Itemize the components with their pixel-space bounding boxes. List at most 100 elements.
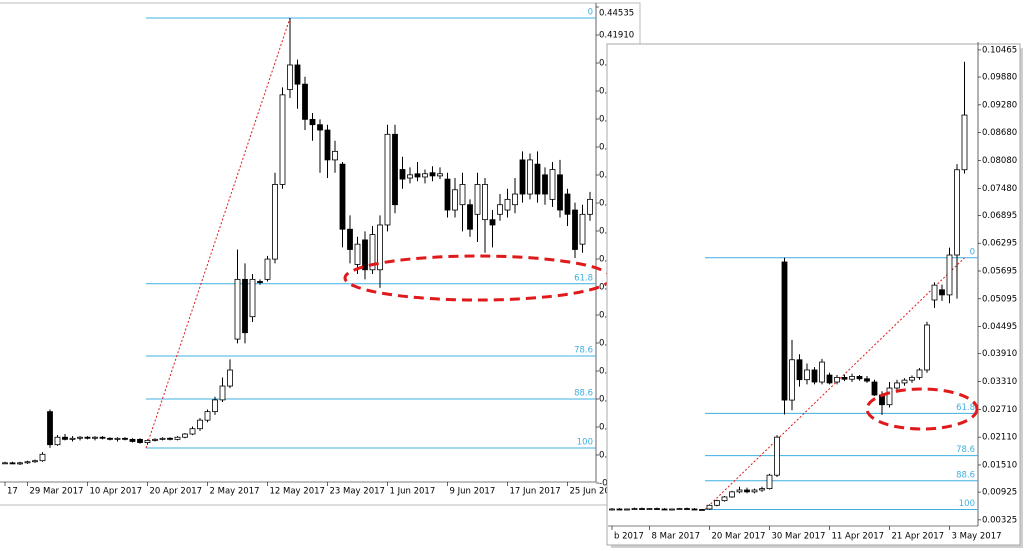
candle-body (54, 436, 61, 446)
candle-body (287, 64, 293, 90)
candle-body (834, 376, 840, 383)
candle-body (392, 133, 398, 206)
candle-body (579, 213, 586, 245)
candle-body (77, 436, 83, 439)
y-tick-label: 0.06895 (982, 211, 1017, 221)
candle-body (204, 411, 211, 421)
candle-body (69, 437, 76, 440)
x-tick-label: 25 Jun 201 (570, 487, 616, 497)
candle-body (631, 508, 638, 510)
candle-body (369, 234, 376, 271)
candle-body (804, 369, 810, 381)
candle-body (219, 385, 226, 401)
candle-body (871, 381, 878, 396)
fib-level-label: 88.6 (956, 470, 975, 480)
candle-body (557, 174, 563, 211)
candle-body (114, 437, 121, 440)
candle-body (197, 419, 203, 430)
fib-trend-line (704, 257, 965, 510)
x-tick-label: 23 May 2017 (330, 487, 385, 497)
candle-body (212, 399, 218, 413)
y-tick-label: 0.05095 (982, 294, 1017, 304)
candle-body (159, 437, 166, 440)
fib-level-label: 78.6 (574, 345, 593, 355)
candle-body (736, 489, 743, 493)
x-tick-label: 3 May 2017 (952, 532, 1002, 542)
y-tick-label: 0.10465 (982, 45, 1017, 55)
highlight-ellipse (865, 387, 979, 431)
candle-body (272, 184, 278, 260)
candle-body (399, 169, 406, 180)
y-tick-label: 0.04495 (982, 322, 1017, 332)
candle-body (137, 438, 143, 443)
fib-level-label: 0 (970, 247, 975, 257)
y-tick-label: 0.01510 (982, 460, 1017, 470)
fib-level-label: 0 (588, 8, 593, 18)
candle-body (894, 382, 900, 389)
candle-body (497, 204, 503, 215)
candle-body (774, 436, 780, 476)
x-tick-label: 10 Apr 2017 (90, 487, 143, 497)
candle-body (122, 437, 128, 440)
candle-body (564, 193, 571, 215)
candle-body (242, 278, 248, 334)
candle-body (706, 504, 713, 510)
candle-body (616, 508, 623, 511)
candle-body (92, 436, 98, 439)
candle-body (234, 278, 241, 340)
y-tick-label: 0.03310 (982, 377, 1017, 387)
candle-body (249, 278, 256, 318)
x-tick-label: 17 (7, 487, 18, 497)
y-tick-label: 0.09280 (982, 100, 1017, 110)
candle-body (669, 508, 675, 511)
candle-body (482, 184, 488, 221)
y-tick-label: 0.06295 (982, 239, 1017, 249)
candle-body (759, 488, 765, 491)
candle-body (32, 460, 38, 463)
candle-body (362, 239, 368, 271)
candle-body (924, 324, 930, 371)
y-tick-label: 0.02110 (982, 433, 1017, 443)
candle-body (489, 219, 496, 226)
x-tick-label: 17 Jun 2017 (510, 487, 561, 497)
candle-body (167, 437, 173, 440)
candle-body (444, 178, 451, 211)
candle-body (174, 436, 181, 440)
candle-body (294, 64, 301, 85)
candle-body (886, 387, 893, 406)
candle-body (856, 376, 863, 380)
candle-body (744, 489, 750, 493)
candle-body (819, 361, 825, 383)
fib-level-label: 100 (959, 499, 975, 509)
candle-body (257, 281, 263, 283)
candle-body (354, 243, 361, 265)
x-tick-label: 20 Mar 2017 (712, 532, 766, 542)
candle-body (624, 508, 630, 511)
candle-body (377, 224, 383, 271)
candle-body (676, 508, 683, 510)
candle-body (527, 159, 533, 195)
right-chart: 0.10465 0.09880 0.09280 0.08680 0.08080 0.074… (606, 42, 1023, 548)
fib-level-label: 78.6 (956, 445, 975, 455)
candle-body (864, 378, 870, 382)
candle-body (789, 359, 795, 401)
candle-body (264, 258, 271, 280)
candle-body (781, 261, 788, 401)
candle-body (811, 369, 818, 383)
x-tick-label: 29 Mar 2017 (30, 487, 84, 497)
candle-body (107, 437, 113, 440)
candle-body (99, 436, 106, 439)
candle-body (347, 228, 353, 250)
x-tick-label: 21 Apr 2017 (892, 532, 945, 542)
candle-body (826, 374, 833, 384)
candle-body (17, 462, 23, 465)
candle-body (339, 163, 346, 230)
candle-body (332, 150, 338, 161)
candle-body (549, 169, 556, 200)
candle-body (24, 461, 31, 464)
candle-body (504, 198, 511, 211)
y-tick-label: 0.08080 (982, 156, 1017, 166)
candle-body (279, 94, 286, 185)
candle-body (152, 438, 158, 441)
candle-body (437, 173, 443, 177)
